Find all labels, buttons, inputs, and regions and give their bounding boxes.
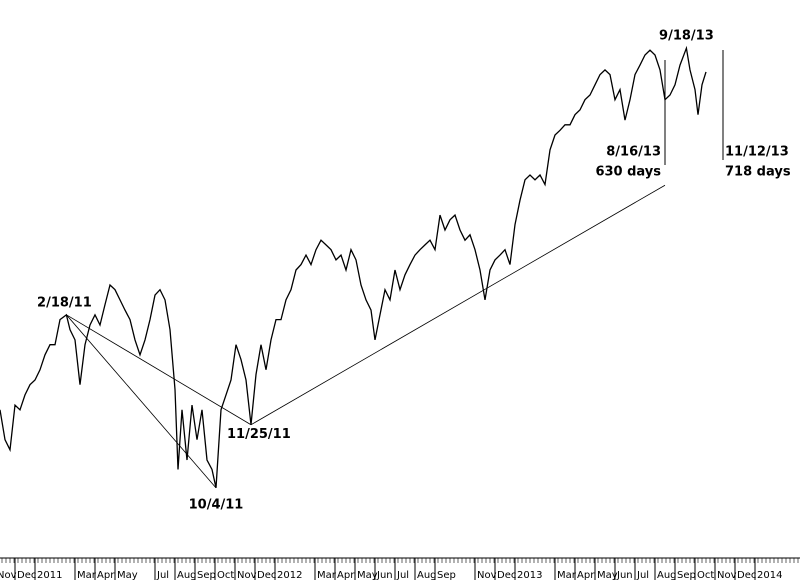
- annotation: 10/4/11: [189, 497, 244, 512]
- annotation: 9/18/13: [659, 29, 714, 44]
- trend-line: [66, 314, 252, 426]
- x-tick-label: Dec: [257, 570, 276, 580]
- x-tick-label: Dec: [737, 570, 756, 580]
- x-tick-label: Sep: [197, 570, 216, 580]
- x-tick-label: Oct: [697, 570, 714, 580]
- x-tick-label: Apr: [337, 570, 355, 580]
- annotation: 2/18/11: [37, 295, 92, 310]
- x-tick-label: Jun: [616, 570, 633, 580]
- x-tick-label: Dec: [17, 570, 36, 580]
- x-tick-label: 2014: [757, 570, 782, 580]
- x-tick-label: Nov: [717, 570, 737, 580]
- x-tick-label: Jul: [636, 570, 649, 580]
- x-tick-label: Aug: [657, 570, 677, 580]
- x-tick-label: 2013: [517, 570, 542, 580]
- x-tick-label: Apr: [577, 570, 595, 580]
- x-tick-label: Oct: [217, 570, 234, 580]
- x-tick-label: Nov: [0, 570, 17, 580]
- x-tick-label: Mar: [77, 570, 97, 580]
- x-tick-label: May: [597, 570, 618, 580]
- price-line: [0, 45, 707, 488]
- x-tick-label: 2011: [37, 570, 62, 580]
- x-tick-label: Jul: [156, 570, 169, 580]
- x-tick-label: May: [357, 570, 378, 580]
- x-tick-label: Jul: [396, 570, 409, 580]
- x-tick-label: Sep: [677, 570, 696, 580]
- x-tick-label: Apr: [97, 570, 115, 580]
- marker-note: 630 days: [595, 165, 661, 180]
- x-tick-label: Nov: [237, 570, 257, 580]
- x-tick-label: Nov: [477, 570, 497, 580]
- x-tick-label: 2012: [277, 570, 302, 580]
- x-tick-label: Aug: [177, 570, 197, 580]
- x-tick-label: Aug: [417, 570, 437, 580]
- marker-note: 718 days: [725, 165, 791, 180]
- marker-label: 11/12/13: [725, 145, 789, 160]
- x-tick-label: Mar: [557, 570, 577, 580]
- x-tick-label: May: [117, 570, 138, 580]
- x-tick-label: Mar: [317, 570, 337, 580]
- marker-label: 8/16/13: [606, 145, 661, 160]
- x-tick-label: Jun: [376, 570, 393, 580]
- trend-line: [250, 184, 666, 426]
- x-tick-label: Sep: [437, 570, 456, 580]
- trend-line: [66, 314, 217, 489]
- x-tick-label: Dec: [497, 570, 516, 580]
- annotation: 11/25/11: [227, 427, 291, 442]
